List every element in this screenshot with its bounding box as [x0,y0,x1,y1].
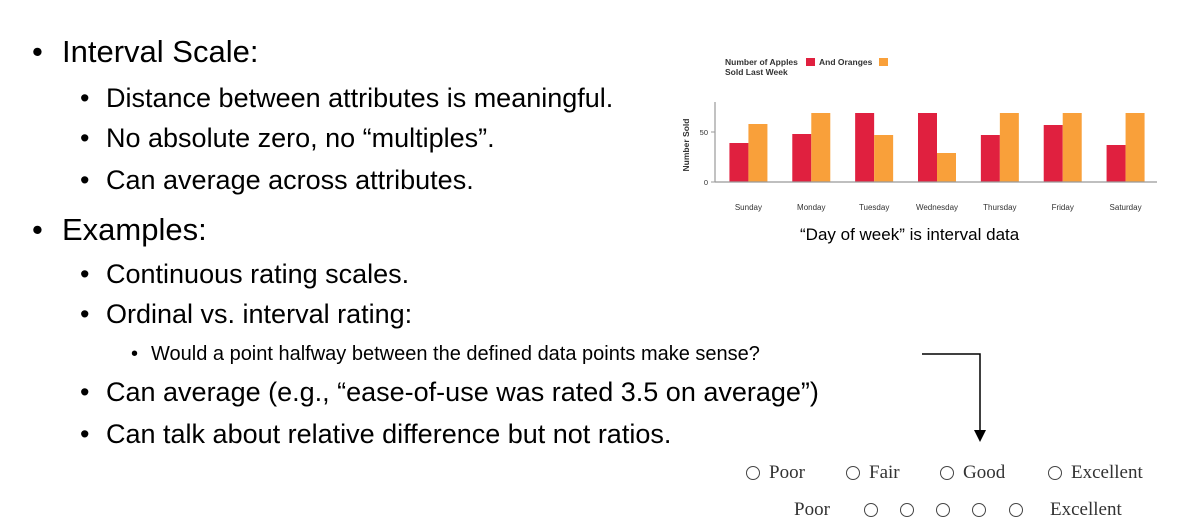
bullet-marker: • [80,259,90,289]
interval-radio-1[interactable] [864,503,878,517]
bullet-text: Ordinal vs. interval rating: [106,299,413,329]
chart-title-apples: Number of Apples [725,57,798,67]
bullet-text: Can talk about relative difference but n… [106,419,672,449]
bullet-marker: • [80,377,90,407]
interval-radio-4[interactable] [972,503,986,517]
bar-apples-tuesday [855,113,875,182]
bar-oranges-tuesday [874,135,894,182]
bullet-no-zero: • No absolute zero, no “multiples”. [80,123,495,154]
bar-oranges-sunday [748,124,768,182]
bar-apples-thursday [980,135,1000,182]
bullet-marker: • [32,212,43,247]
bar-oranges-monday [811,113,831,182]
x-tick-label: Sunday [735,203,762,212]
ordinal-option-fair[interactable]: Fair [846,462,900,484]
bar-apples-saturday [1106,145,1126,182]
bar-apples-friday [1043,125,1063,182]
x-tick-label: Monday [797,203,825,212]
chart-title-oranges: And Oranges [819,57,873,67]
bullet-text: Continuous rating scales. [106,259,410,289]
x-tick-label: Saturday [1110,203,1142,212]
interval-right-label: Excellent [1050,499,1122,520]
legend-swatch-oranges [879,58,888,66]
bar-oranges-thursday [999,113,1019,182]
bar-apples-sunday [729,143,749,182]
bullet-text: Would a point halfway between the define… [151,343,760,365]
option-label: Poor [769,462,805,483]
bullet-halfway-question: • Would a point halfway between the defin… [131,343,760,366]
bullet-marker: • [80,165,90,195]
bullet-marker: • [80,123,90,153]
bullet-interval-scale: • Interval Scale: [32,34,258,70]
radio-button[interactable] [940,466,954,480]
bar-apples-wednesday [918,113,937,182]
interval-left-label: Poor [794,499,830,520]
bullet-text: Interval Scale: [62,34,259,69]
ordinal-rating-scale: Poor Fair Good Excellent [0,462,1191,488]
bar-oranges-saturday [1125,113,1145,182]
bullet-distance: • Distance between attributes is meaningf… [80,83,613,114]
radio-button[interactable] [1048,466,1062,480]
x-tick-label: Thursday [983,203,1016,212]
bullet-average-example: • Can average (e.g., “ease-of-use was rat… [80,377,819,408]
bullet-text: Can average across attributes. [106,165,474,195]
y-tick-label: 50 [700,128,708,137]
interval-radio-3[interactable] [936,503,950,517]
radio-button[interactable] [746,466,760,480]
ordinal-option-poor[interactable]: Poor [746,462,805,484]
x-tick-label: Friday [1052,203,1074,212]
option-label: Good [963,462,1006,483]
y-tick-label: 0 [704,178,708,187]
x-tick-label: Tuesday [859,203,889,212]
bar-chart: Number of Apples And Oranges Sold Last W… [681,57,1157,212]
bullet-continuous: • Continuous rating scales. [80,259,409,290]
chart-caption: “Day of week” is interval data [800,225,1020,244]
interval-radio-2[interactable] [900,503,914,517]
bullet-examples: • Examples: [32,212,207,248]
bullet-ordinal-vs-interval: • Ordinal vs. interval rating: [80,299,412,330]
bullet-can-average: • Can average across attributes. [80,165,474,196]
chart-title-line2: Sold Last Week [725,67,788,77]
bullet-marker: • [80,299,90,329]
radio-button[interactable] [846,466,860,480]
bullet-marker: • [80,419,90,449]
bar-oranges-wednesday [937,153,956,182]
ordinal-option-excellent[interactable]: Excellent [1048,462,1143,484]
bullet-text: Distance between attributes is meaningfu… [106,83,614,113]
interval-radio-5[interactable] [1009,503,1023,517]
option-label: Fair [869,462,900,483]
bullet-marker: • [131,343,139,365]
x-tick-label: Wednesday [916,203,958,212]
legend-swatch-apples [806,58,815,66]
interval-rating-scale: Poor Excellent [0,499,1191,525]
option-label: Excellent [1071,462,1143,483]
bullet-marker: • [32,34,43,69]
bullet-text: Examples: [62,212,207,247]
bar-oranges-friday [1062,113,1082,182]
bullet-marker: • [80,83,90,113]
bullet-text: No absolute zero, no “multiples”. [106,123,495,153]
y-axis-label: Number Sold [681,119,691,172]
ordinal-option-good[interactable]: Good [940,462,1005,484]
bar-apples-monday [792,134,812,182]
bullet-relative-difference: • Can talk about relative difference but … [80,419,671,450]
bullet-text: Can average (e.g., “ease-of-use was rate… [106,377,819,407]
